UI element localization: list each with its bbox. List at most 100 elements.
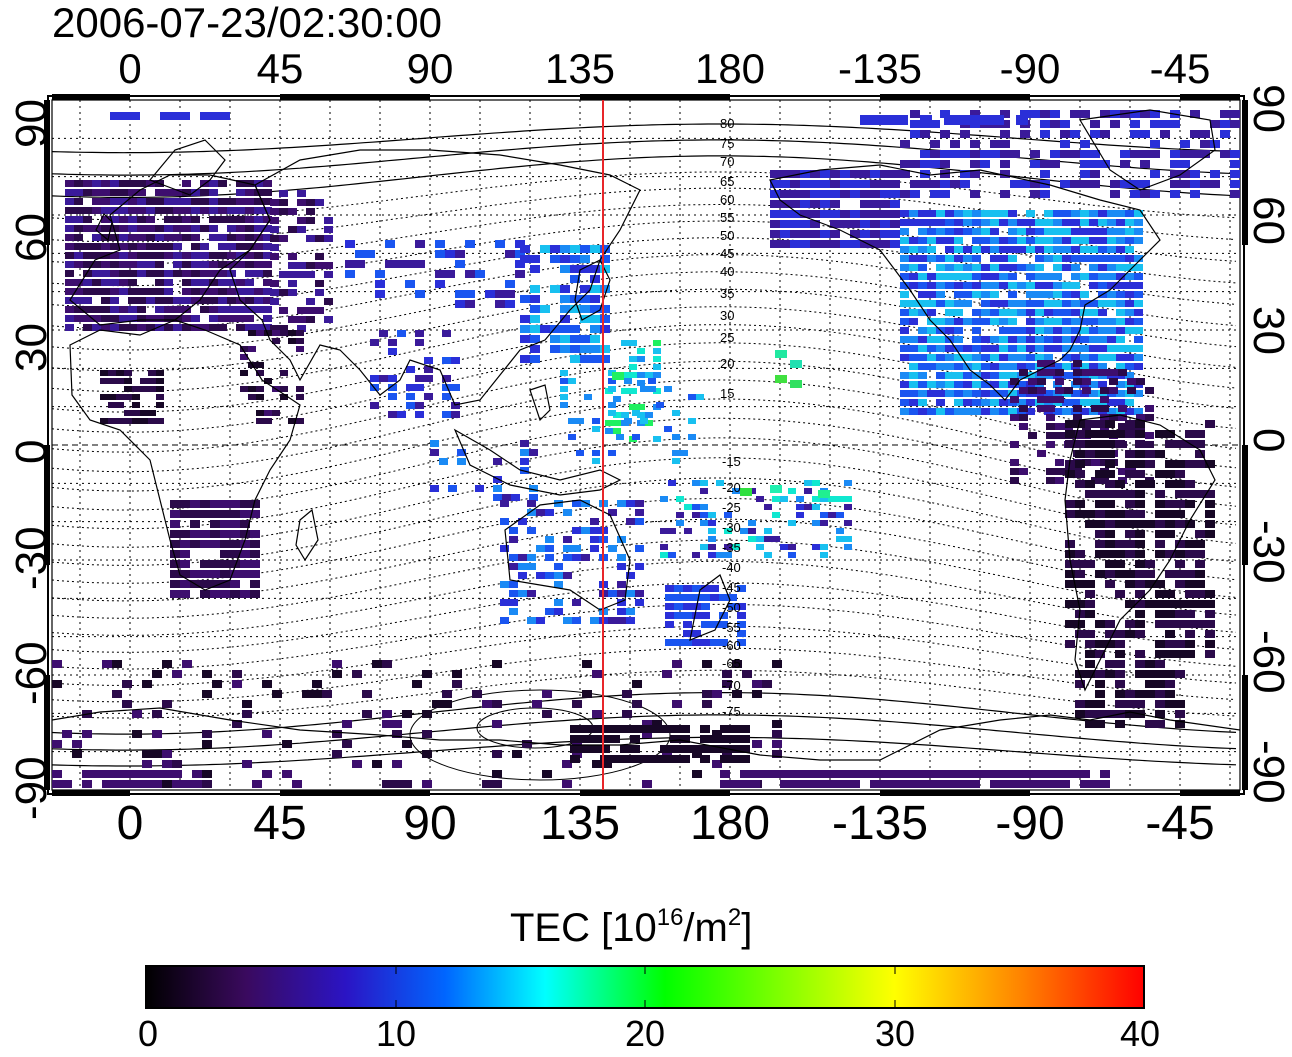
tec-cell (209, 324, 218, 331)
tec-cell (613, 428, 621, 434)
tec-cell (742, 670, 752, 678)
tec-cell (191, 198, 200, 205)
tec-cell (1134, 282, 1143, 289)
tec-cell (1115, 680, 1125, 688)
tec-cell (1205, 630, 1215, 638)
tec-cell (804, 480, 812, 486)
tec-cell (1095, 710, 1105, 718)
tec-cell (254, 252, 263, 259)
tec-cell (1089, 363, 1098, 370)
tec-cell (637, 372, 645, 378)
tec-cell (1046, 468, 1055, 475)
tec-cell (672, 458, 680, 464)
tec-cell (236, 234, 245, 241)
tec-cell (617, 617, 626, 624)
tec-cell (509, 599, 518, 606)
tec-cell (1065, 560, 1075, 568)
tec-cell (990, 390, 999, 397)
tec-cell (918, 309, 927, 316)
tec-cell (100, 394, 108, 400)
tec-cell (918, 291, 927, 298)
tec-cell (1185, 580, 1195, 588)
tec-cell (1150, 140, 1160, 148)
tec-cell (1071, 210, 1080, 217)
tec-cell (263, 189, 272, 196)
tec-cell (1030, 150, 1040, 158)
tec-cell (1089, 210, 1098, 217)
tec-cell (692, 585, 701, 592)
plot-title: 2006-07-23/02:30:00 (52, 0, 442, 46)
tec-cell (1195, 430, 1205, 438)
tec-cell (1170, 160, 1180, 168)
contour-line (52, 187, 1237, 243)
tec-cell (164, 324, 173, 331)
tec-cell (515, 270, 525, 278)
tec-cell (918, 408, 927, 415)
tec-cell (1080, 228, 1089, 235)
tec-cell (1175, 710, 1185, 718)
tec-cell (240, 590, 250, 598)
tec-cell (790, 220, 800, 228)
tec-cell (116, 394, 124, 400)
tec-cell (1145, 405, 1154, 412)
tec-cell (296, 386, 304, 392)
tec-cell (1135, 490, 1145, 498)
tec-cell (850, 240, 860, 248)
tec-cell (1165, 640, 1175, 648)
tec-cell (230, 570, 240, 578)
tec-cell (1080, 780, 1090, 788)
tec-cell (1134, 264, 1143, 271)
tec-cell (1175, 500, 1185, 508)
colorbar-title-mid: /m (683, 906, 728, 950)
tec-cell (1017, 354, 1026, 361)
tec-cell (263, 252, 272, 259)
tec-cell (402, 710, 412, 718)
tec-cell (810, 770, 820, 778)
tec-cell (1044, 282, 1053, 289)
tec-cell (1017, 381, 1026, 388)
tec-cell (840, 780, 850, 788)
tec-cell (1089, 381, 1098, 388)
tec-cell (1125, 530, 1135, 538)
tec-cell (200, 225, 209, 232)
tec-cell (1016, 115, 1028, 125)
tec-cell (954, 318, 963, 325)
tec-cell (302, 690, 312, 698)
tec-cell (945, 210, 954, 217)
tec-cell (665, 585, 674, 592)
tec-cell (505, 300, 515, 308)
tec-cell (227, 315, 236, 322)
tec-cell (457, 449, 466, 456)
tec-cell (424, 366, 433, 373)
tec-cell (970, 140, 980, 148)
tec-cell (972, 327, 981, 334)
tec-cell (1175, 510, 1185, 518)
tec-cell (748, 520, 756, 526)
tec-cell (1205, 610, 1215, 618)
tec-cell (930, 780, 940, 788)
tec-cell (545, 554, 554, 561)
tec-cell (608, 402, 616, 408)
tec-cell (1085, 650, 1095, 658)
tec-cell (1205, 460, 1215, 468)
tec-cell (164, 315, 173, 322)
tec-cell (954, 300, 963, 307)
tec-cell (683, 639, 692, 646)
tec-cell (590, 315, 600, 323)
tec-cell (790, 360, 802, 368)
tec-cell (1135, 630, 1145, 638)
tec-cell (1095, 570, 1105, 578)
tec-cell (156, 378, 164, 384)
tec-cell (1145, 460, 1155, 468)
tec-cell (520, 315, 530, 323)
coast-nz (689, 574, 731, 641)
tec-cell (640, 418, 648, 424)
tec-cell (1105, 510, 1115, 518)
tec-cell (1037, 369, 1046, 376)
tec-cell (256, 410, 264, 416)
tec-cell (173, 270, 182, 277)
tec-cell (632, 700, 642, 708)
tec-cell (652, 720, 662, 728)
tec-cell (270, 289, 279, 296)
tec-cell (191, 261, 200, 268)
